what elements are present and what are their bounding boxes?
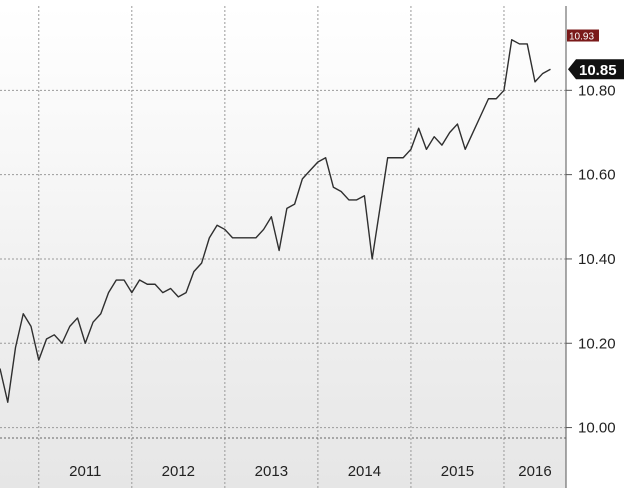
y-tick-label: 10.00 xyxy=(578,420,616,437)
chart-type-dropdown[interactable] xyxy=(10,8,58,30)
y-tick-label: 10.60 xyxy=(578,167,616,184)
last-value-label: 10.85 xyxy=(579,62,617,79)
x-tick-label: 2015 xyxy=(441,463,474,480)
x-tick-label: 2014 xyxy=(348,463,381,480)
plot-background xyxy=(0,6,566,488)
high-value-badge-bg xyxy=(567,29,599,42)
high-value-badge: 10.93 xyxy=(567,29,599,43)
y-tick-label: 10.20 xyxy=(578,335,616,352)
chevron-down-icon xyxy=(42,16,50,21)
x-tick-label: 2016 xyxy=(518,463,551,480)
y-tick-label: 10.80 xyxy=(578,82,616,99)
line-chart-icon xyxy=(15,12,35,26)
x-tick-label: 2011 xyxy=(69,463,101,480)
series-line xyxy=(0,39,551,403)
last-value-badge: 10.85 xyxy=(568,59,624,80)
x-tick-label: 2012 xyxy=(162,463,195,480)
y-tick-label: 10.40 xyxy=(578,251,616,268)
x-tick-label: 2013 xyxy=(255,463,288,480)
last-value-badge-bg xyxy=(568,59,624,80)
high-value-label: 10.93 xyxy=(569,32,594,43)
